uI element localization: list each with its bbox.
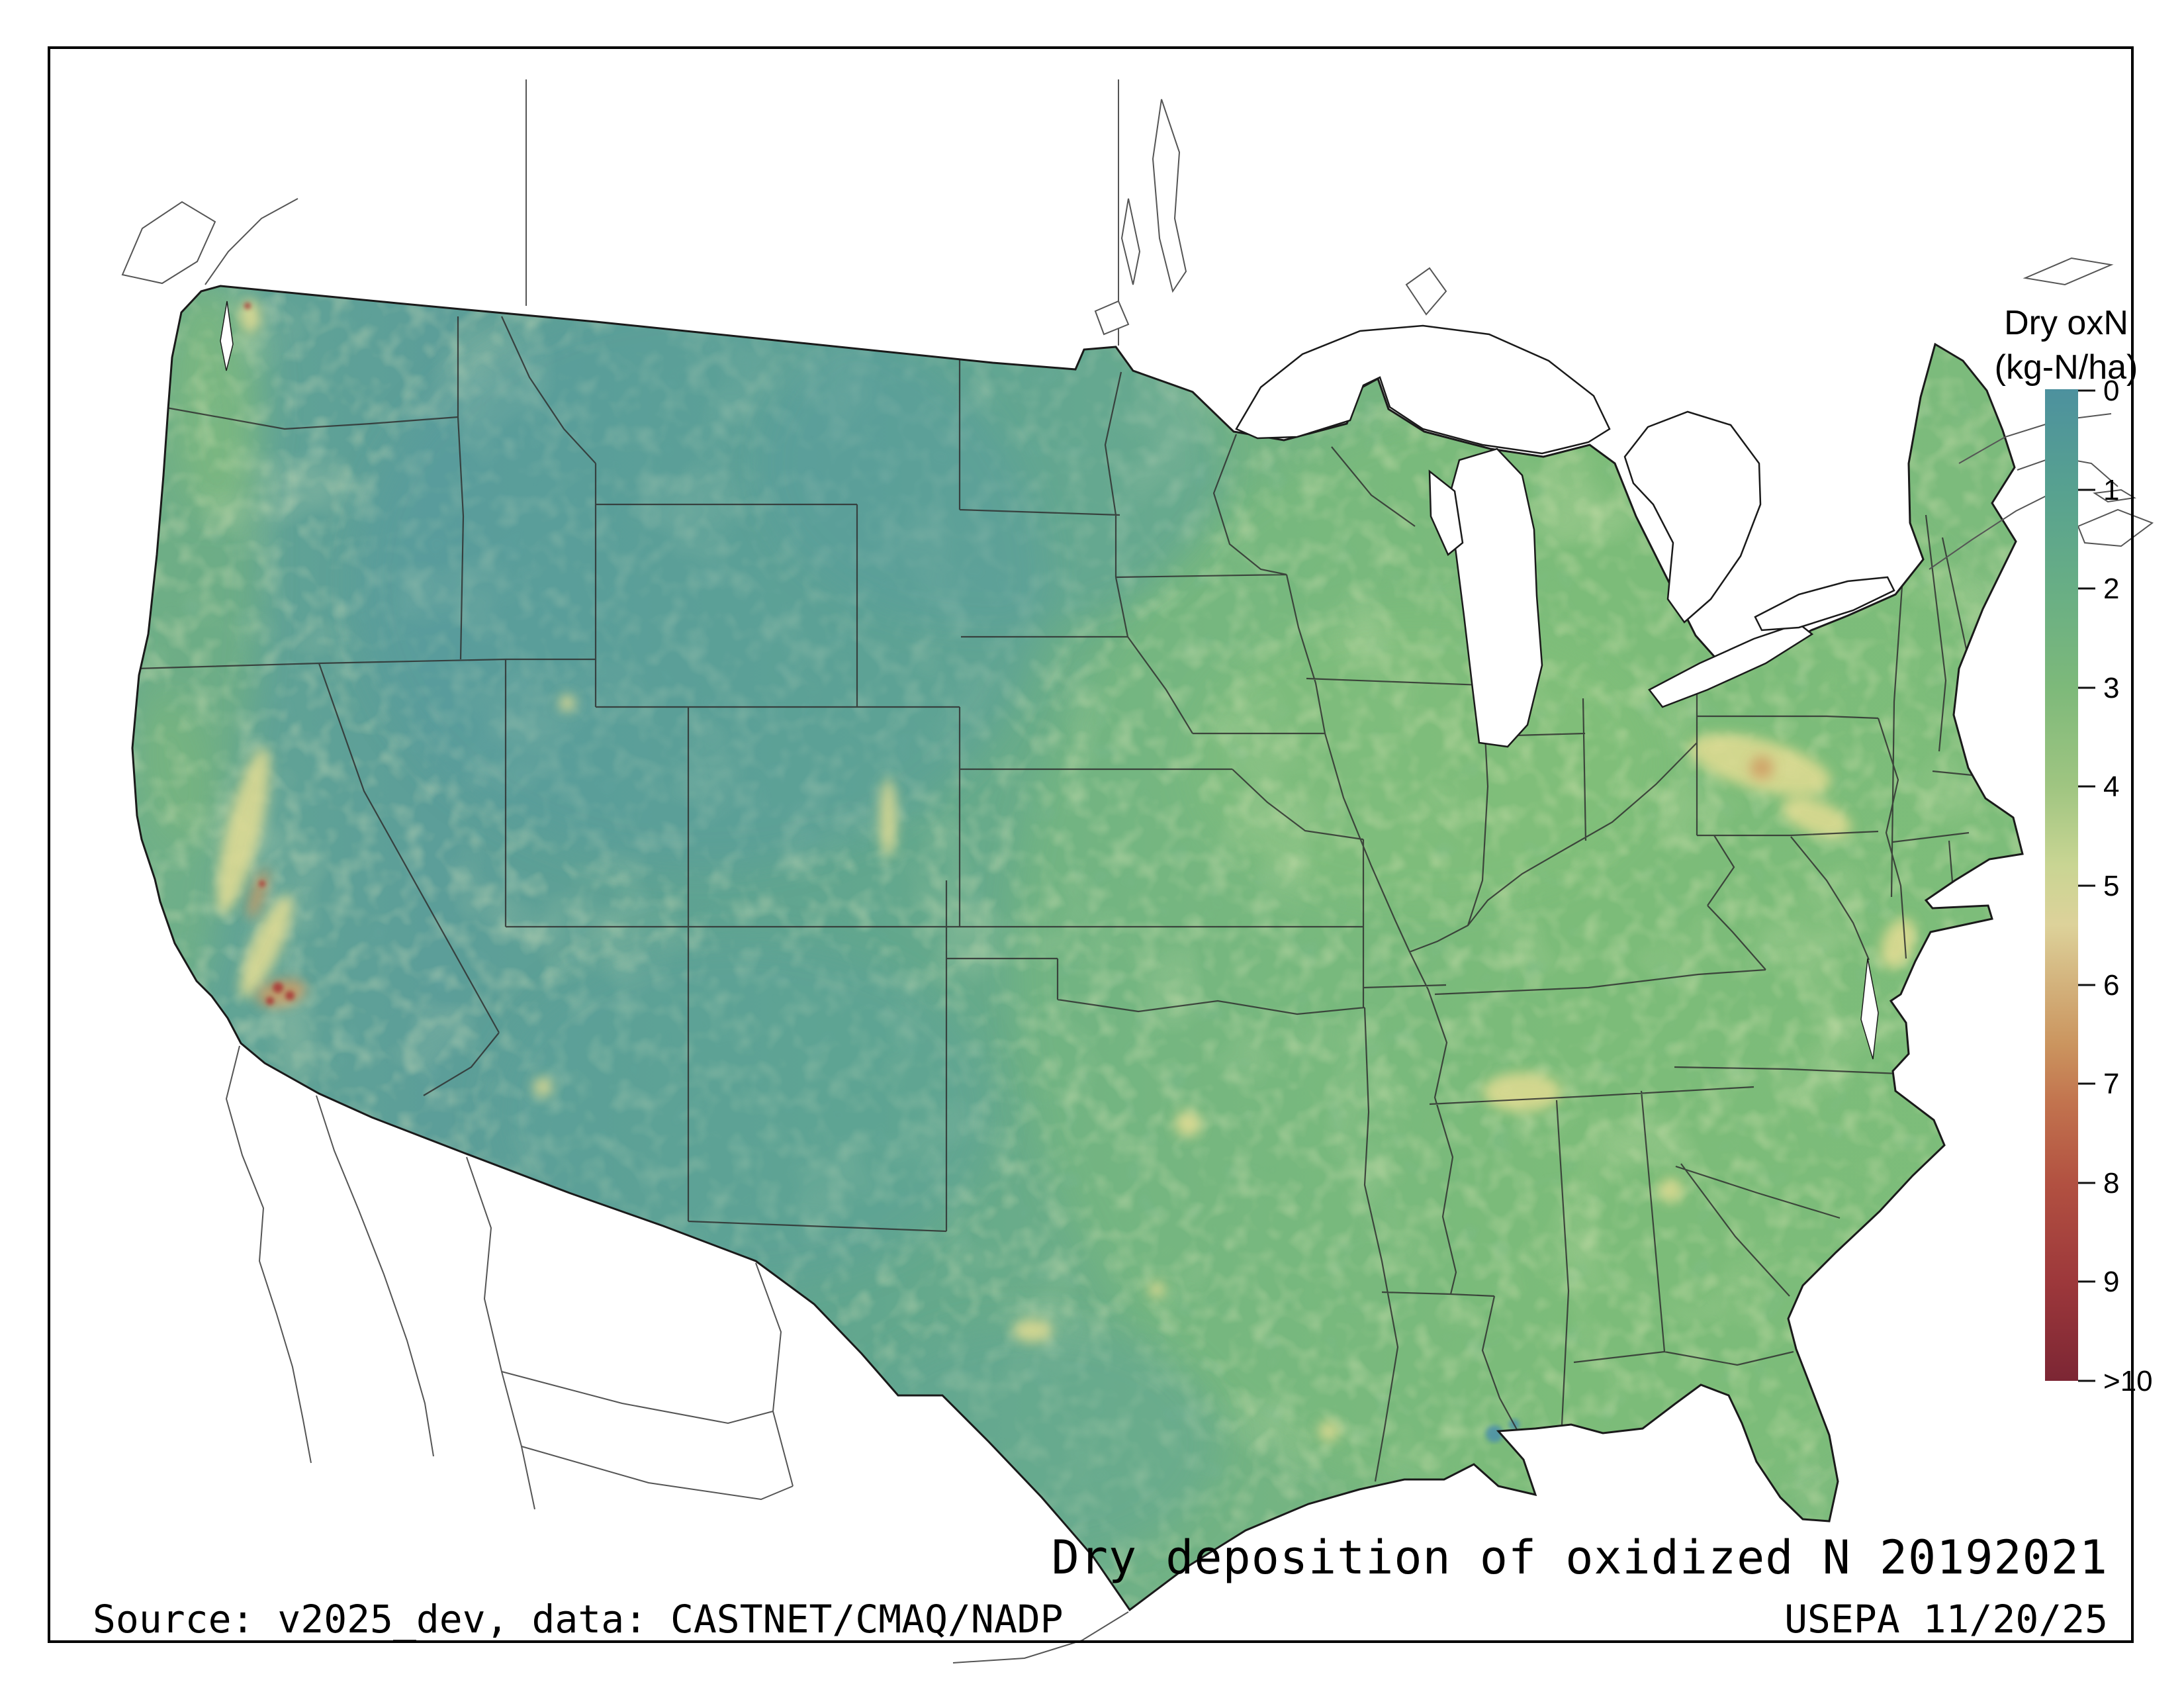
puget-sound [220,301,234,371]
gulf-of-california [316,1095,434,1457]
sonora-chihuahua [466,1156,535,1510]
state-boundaries [136,316,1979,1482]
legend: Dry oxN (kg-N/ha) 0 1 2 3 4 5 6 7 8 9 >1… [1995,304,2153,1397]
interior-west-tint [357,298,1224,1562]
lake-michigan [1449,447,1543,748]
legend-tick-label: 8 [2103,1167,2119,1199]
chesapeake-bay [1860,958,1879,1060]
legend-tick-labels: 0 1 2 3 4 5 6 7 8 9 >10 [2103,375,2153,1397]
legend-tick-label: 1 [2103,474,2119,506]
map-caption: Dry deposition of oxidized N 20192021 [1051,1530,2108,1585]
st-lawrence-shore [1929,486,2066,570]
prince-edward-island [2093,489,2136,503]
great-lakes [220,301,1895,1060]
national-border [131,285,2024,1612]
agency-caption: USEPA 11/20/25 [1784,1597,2108,1642]
legend-tick-label: 3 [2103,672,2119,704]
mexico-gulf-coast [952,1611,1129,1664]
lake-manitoba [1120,198,1141,285]
page-border [48,46,2134,1643]
green-bay [1428,469,1464,557]
legend-colorbar [2045,389,2078,1381]
legend-tick-label: 4 [2103,771,2119,803]
chihuahua-coahuila [755,1262,794,1487]
legend-tick-label: 6 [2103,969,2119,1002]
mexico-state-line-1 [501,1371,774,1425]
legend-tick-label: 7 [2103,1068,2119,1100]
legend-tick-label: 5 [2103,870,2119,902]
lake-huron [1623,410,1762,624]
mexico-state-line-2 [521,1446,794,1501]
legend-tick-marks [2078,389,2095,1382]
nova-scotia [2077,508,2154,547]
legend-tick-label: >10 [2103,1365,2153,1397]
mexico-boundaries [225,1045,1129,1664]
source-caption: Source: v2025_dev, data: CASTNET/CMAQ/NA… [93,1597,1064,1642]
anticosti-island [2023,257,2114,286]
lake-winnipeg [1152,99,1187,293]
vancouver-island [121,201,216,285]
lake-ontario [1754,576,1895,632]
lake-erie [1648,622,1814,708]
legend-tick-label: 0 [2103,375,2119,407]
lake-of-the-woods [1094,300,1130,336]
baja-west-coast [225,1045,312,1464]
legend-title-line1: Dry oxN [2004,304,2128,342]
lake-superior [1235,324,1611,455]
hotspots-red [244,303,295,1005]
legend-title-line2: (kg-N/ha) [1995,348,2138,387]
legend-tick-label: 9 [2103,1266,2119,1298]
canada-coast [205,198,298,285]
legend-tick-label: 2 [2103,573,2119,605]
gaspe-coast [1958,413,2112,464]
canada-boundaries [121,79,2154,570]
lake-nipigon [1405,267,1447,316]
